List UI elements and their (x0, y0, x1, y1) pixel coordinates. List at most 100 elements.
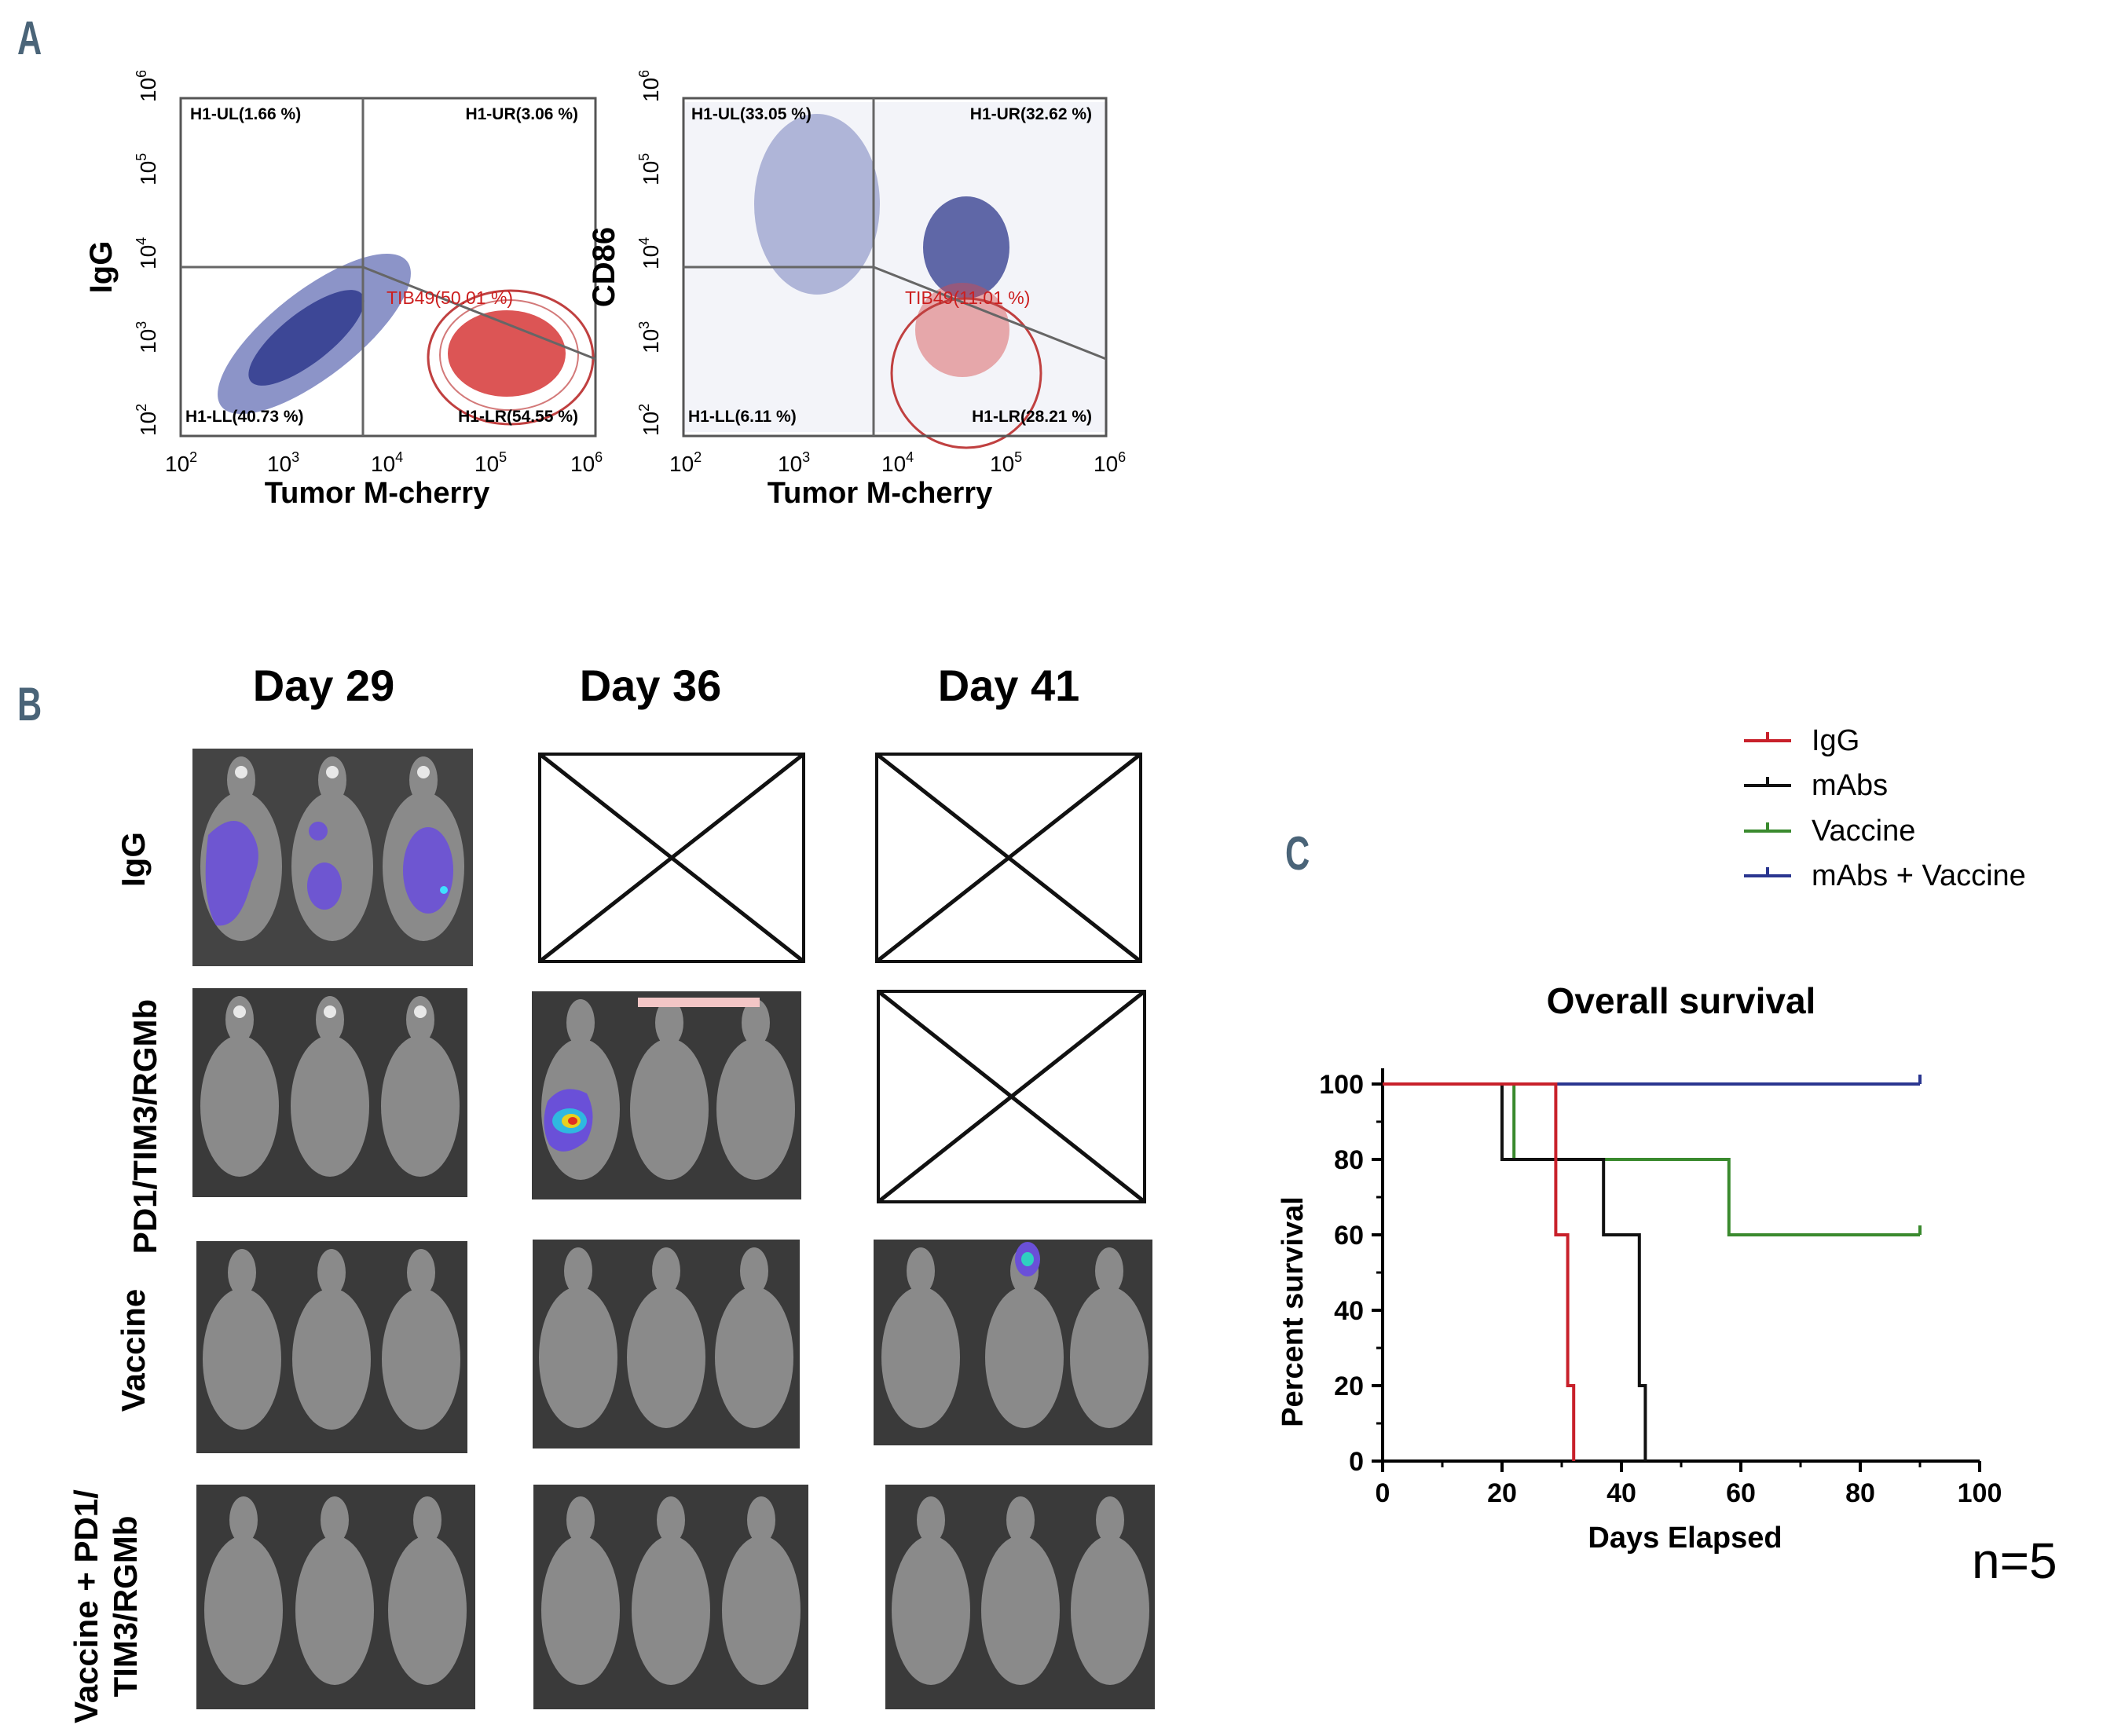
x-tick-label: 100 (1958, 1478, 2002, 1508)
panel-label-b: B (17, 678, 42, 731)
survival-curve-vaccine (1383, 1082, 1920, 1236)
y-tick: 103 (636, 321, 663, 353)
row-label-combo-line2: TIM3/RGMb (107, 1515, 144, 1698)
x-tick: 105 (990, 449, 1022, 476)
y-tick-label: 20 (1334, 1372, 1364, 1401)
y-tick-labels: 102 103 104 105 106 (134, 71, 160, 436)
x-tick-labels: 102 103 104 105 106 (165, 449, 603, 476)
panel-label-c: C (1285, 827, 1310, 880)
y-axis-label: CD86 (587, 227, 621, 307)
bioluminescence-signal (1015, 1242, 1040, 1276)
legend-item-igg: IgG (1744, 721, 1859, 760)
gate-ll-label: H1-LL(40.73 %) (185, 408, 304, 426)
legend-label-mabs: mAbs (1812, 768, 1889, 802)
y-tick: 106 (134, 71, 160, 102)
mouse-silhouettes (533, 1485, 808, 1709)
mouse-image-mabs-day29 (192, 988, 467, 1197)
x-tick-label: 60 (1726, 1478, 1756, 1508)
y-tick: 103 (134, 321, 160, 353)
deceased-placeholder-mabs-day41 (877, 990, 1146, 1203)
x-tick-label: 20 (1487, 1478, 1517, 1508)
scatter-cloud-red (890, 283, 1042, 449)
row-label-combo: Vaccine + PD1/ TIM3/RGMb (67, 1477, 153, 1736)
x-tick: 104 (371, 449, 403, 476)
y-tick-label: 40 (1334, 1296, 1364, 1326)
legend-item-mabs: mAbs (1744, 766, 1888, 805)
horizontal-gate (181, 266, 596, 361)
mouse-silhouettes (533, 1240, 800, 1448)
legend-swatch-vaccine (1744, 822, 1791, 833)
x-tick: 102 (669, 449, 702, 476)
mouse-image-combo-day41 (885, 1485, 1155, 1709)
legend-label-igg: IgG (1812, 723, 1860, 757)
deceased-placeholder-igg-day41 (875, 753, 1142, 963)
mouse-silhouettes (196, 1485, 475, 1709)
y-axis-label: IgG (84, 241, 119, 294)
mouse-image-vaccine-day29 (196, 1241, 467, 1453)
legend-label-combo: mAbs + Vaccine (1812, 859, 2026, 892)
deceased-placeholder-igg-day36 (538, 753, 805, 963)
x-tick-label: 0 (1376, 1478, 1390, 1508)
y-tick: 105 (636, 153, 663, 185)
mouse-image-igg-day29 (192, 749, 473, 966)
mouse-image-vaccine-day41 (874, 1240, 1152, 1445)
gate-lr-label: H1-LR(28.21 %) (972, 408, 1092, 426)
mouse-silhouettes (532, 991, 801, 1199)
mouse-image-mabs-day36 (532, 991, 801, 1199)
gate-ul-label: H1-UL(1.66 %) (190, 105, 301, 123)
chart-title: Overall survival (1547, 980, 1816, 1021)
y-tick: 105 (134, 153, 160, 185)
row-label-igg: IgG (115, 832, 152, 887)
legend-swatch-combo (1744, 867, 1791, 877)
gate-ul-label: H1-UL(33.05 %) (691, 105, 812, 123)
x-tick-label: 40 (1607, 1478, 1636, 1508)
x-axis-label: Tumor M-cherry (265, 477, 489, 510)
mouse-image-combo-day36 (533, 1485, 808, 1709)
legend-item-vaccine: Vaccine (1744, 811, 1915, 851)
gate-ur-label: H1-UR(3.06 %) (465, 105, 578, 123)
y-tick: 104 (636, 237, 663, 269)
panel-label-a: A (17, 12, 42, 64)
y-tick-label: 100 (1319, 1070, 1364, 1100)
x-tick: 106 (570, 449, 603, 476)
y-tick-label: 0 (1349, 1447, 1364, 1477)
y-tick-label: 80 (1334, 1145, 1364, 1175)
legend-label-vaccine: Vaccine (1812, 814, 1916, 848)
y-tick-labels: 102 103 104 105 106 (636, 71, 663, 436)
y-tick: 106 (636, 71, 663, 102)
horizontal-gate (683, 266, 1107, 361)
row-label-mabs: PD1/TIM3/RGMb (126, 998, 163, 1254)
mouse-image-vaccine-day36 (533, 1240, 800, 1448)
scatter-cloud-red (427, 289, 595, 426)
legend-swatch-mabs (1744, 777, 1791, 787)
y-tick: 102 (134, 404, 160, 436)
survival-curve-mabs (1383, 1082, 1647, 1461)
flow-plot-cd86: H1-UL(33.05 %) H1-UR(32.62 %) H1-LL(6.11… (587, 71, 1126, 510)
sample-size-annotation: n=5 (1972, 1533, 2057, 1589)
legend-item-combo: mAbs + Vaccine (1744, 856, 2026, 895)
survival-curve-igg (1383, 1082, 1576, 1461)
mouse-silhouettes (192, 988, 467, 1197)
y-tick: 102 (636, 404, 663, 436)
y-axis-label: Percent survival (1277, 1196, 1310, 1427)
bioluminescence-signal (544, 1089, 593, 1152)
gate-ll-label: H1-LL(6.11 %) (688, 408, 797, 426)
day-label-36: Day 36 (579, 661, 722, 710)
x-tick: 105 (474, 449, 507, 476)
legend-swatch-igg (1744, 732, 1791, 742)
row-label-vaccine: Vaccine (115, 1288, 152, 1412)
survival-chart: Overall survival Percent survival Days E… (1277, 980, 2002, 1555)
mouse-silhouettes (196, 1241, 467, 1453)
y-tick: 104 (134, 237, 160, 269)
y-tick-label: 60 (1334, 1221, 1364, 1251)
gate-tib-label: TIB49(50.01 %) (387, 288, 513, 308)
x-tick: 102 (165, 449, 197, 476)
x-axis-label: Days Elapsed (1588, 1522, 1782, 1555)
mouse-silhouettes (874, 1240, 1152, 1445)
x-tick: 103 (778, 449, 810, 476)
row-label-combo-line1: Vaccine + PD1/ (68, 1489, 104, 1723)
x-tick: 104 (881, 449, 914, 476)
bioluminescence-signal (205, 821, 453, 926)
day-label-41: Day 41 (937, 661, 1080, 710)
x-axis-label: Tumor M-cherry (768, 477, 992, 510)
